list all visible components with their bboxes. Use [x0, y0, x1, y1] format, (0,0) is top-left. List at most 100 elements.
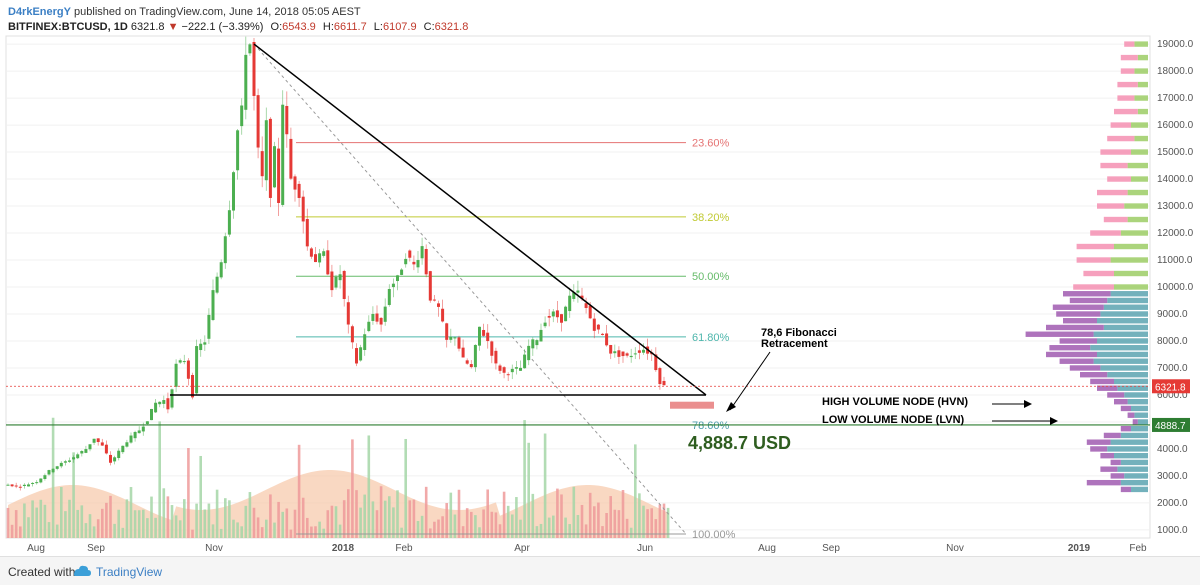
candle-body — [31, 482, 35, 484]
vp-bar-up — [1103, 304, 1148, 310]
price-chart[interactable]: 23.60% 38.20% 50.00% 61.80% 78.60% 100.00% 19… — [0, 0, 1200, 556]
volume-bar — [609, 496, 612, 538]
vp-bar-up — [1134, 135, 1148, 142]
volume-bar — [605, 513, 608, 538]
candle-body — [59, 462, 63, 467]
vp-bar-up — [1093, 358, 1148, 364]
vp-bar-up — [1131, 176, 1148, 182]
volume-bar — [383, 500, 387, 538]
x-tick-label: Jun — [637, 543, 653, 554]
volume-bar — [494, 512, 498, 538]
candle-body — [203, 342, 207, 345]
candle-body — [117, 450, 121, 459]
candle-body — [560, 314, 563, 323]
candle-body — [281, 104, 285, 205]
vp-bar-up — [1097, 318, 1148, 324]
volume-bar — [449, 492, 453, 538]
candle-body — [162, 400, 166, 404]
vp-bar-down — [1107, 135, 1135, 142]
volume-bar — [629, 527, 633, 538]
candle-body — [539, 329, 543, 342]
candle-body — [240, 105, 244, 127]
candle-body — [27, 484, 30, 487]
vp-bar-up — [1137, 54, 1148, 61]
vp-bar-up — [1137, 419, 1148, 425]
candle-body — [445, 323, 449, 340]
candle-body — [592, 318, 596, 331]
tradingview-brand[interactable]: TradingView — [96, 565, 163, 579]
volume-bar — [158, 421, 161, 538]
volume-bar — [658, 504, 662, 538]
volume-bar — [412, 499, 416, 538]
target-usd-label: 4,888.7 USD — [688, 433, 791, 453]
fib-label: 100.00% — [692, 529, 736, 541]
candle-body — [531, 339, 535, 349]
vp-bar-down — [1107, 176, 1131, 182]
candle-body — [342, 270, 346, 300]
y-tick-label: 13000.0 — [1157, 201, 1194, 212]
volume-bar — [265, 519, 268, 538]
y-tick-label: 4000.0 — [1157, 444, 1188, 455]
volume-bar — [613, 509, 617, 538]
volume-bar — [519, 519, 522, 538]
candle-body — [330, 271, 334, 291]
vp-bar-down — [1110, 122, 1131, 128]
candle-body — [55, 466, 59, 469]
candle-body — [129, 435, 133, 443]
vp-bar-up — [1134, 68, 1148, 74]
hvn-arrowhead — [1024, 400, 1032, 408]
candle-body — [424, 248, 428, 275]
volume-bar — [531, 493, 535, 538]
vp-bar-down — [1120, 486, 1131, 493]
vp-bar-up — [1127, 216, 1148, 223]
candle-body — [416, 260, 420, 268]
high-value: 6611.7 — [333, 21, 367, 33]
vp-bar-up — [1134, 41, 1148, 47]
candle-body — [154, 402, 158, 413]
fib-note-arrowhead — [726, 402, 736, 412]
volume-bar — [506, 505, 510, 538]
candle-body — [236, 130, 240, 171]
volume-bar — [306, 517, 309, 538]
volume-bar — [666, 507, 670, 538]
vp-bar-down — [1090, 446, 1108, 452]
volume-bar — [465, 508, 469, 538]
down-arrow-icon: ▼ — [167, 21, 179, 33]
drawings — [170, 43, 714, 409]
vp-bar-up — [1100, 365, 1148, 371]
vp-bar-down — [1049, 345, 1091, 351]
candle-body — [412, 261, 416, 265]
candle-body — [92, 438, 96, 443]
volume-bar — [650, 508, 653, 538]
volume-bar — [625, 518, 629, 538]
candle-body — [396, 275, 399, 282]
candle-body — [100, 442, 104, 446]
price-change: −222.1 (−3.39%) — [181, 21, 264, 33]
author-name[interactable]: D4rkEnergY — [8, 6, 71, 18]
vp-bar-down — [1069, 297, 1108, 304]
vp-bar-up — [1137, 81, 1148, 88]
volume-bar — [101, 508, 104, 538]
volume-bar — [523, 420, 526, 538]
volume-bar — [109, 495, 112, 538]
fib-label: 38.20% — [692, 212, 730, 224]
volume-bar — [121, 527, 125, 538]
y-tick-label: 8000.0 — [1157, 336, 1188, 347]
vp-bar-down — [1069, 365, 1101, 371]
vp-bar-down — [1103, 216, 1128, 223]
volume-bar — [219, 528, 223, 538]
volume-bar — [490, 511, 494, 538]
volume-bar — [556, 488, 559, 538]
low-label: L: — [373, 21, 383, 33]
candle-body — [104, 444, 108, 454]
candle-body — [375, 313, 379, 322]
volume-bar — [511, 514, 514, 538]
vp-bar-up — [1117, 385, 1148, 391]
vp-bar-down — [1120, 54, 1138, 61]
x-tick-label: Feb — [395, 543, 413, 554]
volume-bar — [433, 521, 436, 538]
volume-bar — [51, 417, 55, 538]
candle-body — [633, 353, 637, 355]
descending-trend-line — [253, 43, 707, 396]
candle-body — [113, 457, 117, 462]
